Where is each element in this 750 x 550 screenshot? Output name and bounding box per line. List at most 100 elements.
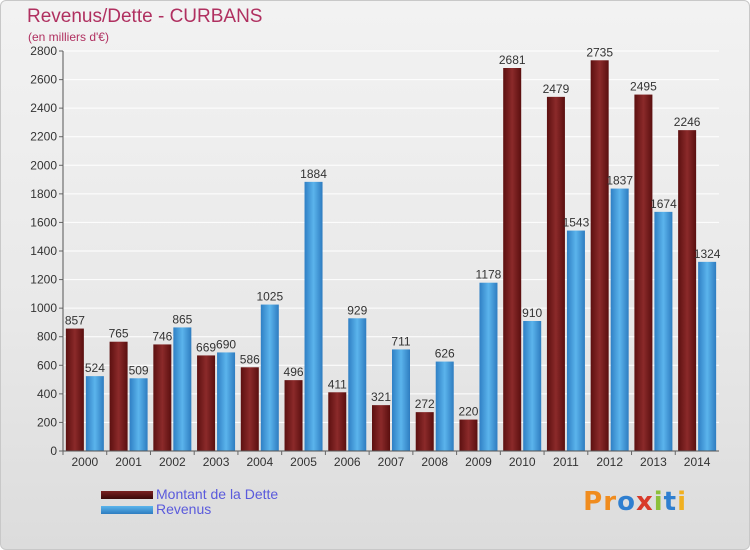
data-label-revenus: 929 — [347, 303, 367, 317]
data-label-revenus: 1884 — [300, 167, 327, 181]
bar-revenus — [523, 321, 542, 451]
y-tick-label: 800 — [37, 330, 57, 344]
y-tick-label: 2800 — [30, 44, 57, 58]
chart-subtitle: (en milliers d'€) — [28, 30, 109, 44]
bar-dette — [65, 328, 84, 451]
chart-title: Revenus/Dette - CURBANS — [27, 6, 263, 27]
legend-item-revenus: Revenus — [101, 502, 278, 517]
y-tick-label: 1600 — [30, 215, 57, 229]
data-label-revenus: 626 — [435, 347, 455, 361]
bar-dette — [634, 94, 653, 452]
x-tick-label: 2001 — [115, 455, 142, 469]
y-tick-label: 600 — [37, 358, 57, 372]
data-label-dette: 2735 — [586, 45, 613, 59]
proxiti-logo: Proxiti — [583, 487, 687, 517]
x-tick-label: 2011 — [553, 455, 579, 469]
y-tick-label: 1400 — [30, 244, 57, 258]
bar-dette — [372, 405, 390, 451]
logo-letter: x — [635, 487, 654, 517]
legend-swatch-revenus — [101, 505, 153, 514]
bar-revenus — [392, 349, 410, 451]
logo-letter: i — [677, 487, 687, 517]
y-tick-label: 1200 — [30, 273, 57, 287]
data-label-dette: 321 — [371, 390, 391, 404]
bar-dette — [503, 68, 522, 451]
legend-swatch-dette — [101, 490, 153, 499]
data-label-dette: 586 — [240, 352, 260, 366]
data-label-dette: 2495 — [630, 80, 657, 94]
bar-dette — [153, 344, 172, 451]
x-tick-label: 2004 — [246, 455, 273, 469]
y-tick-label: 1800 — [30, 187, 57, 201]
y-tick-label: 400 — [37, 387, 57, 401]
x-tick-label: 2007 — [378, 455, 405, 469]
bar-dette — [590, 60, 609, 452]
logo-letter: o — [617, 487, 636, 517]
bar-revenus — [435, 361, 454, 451]
data-label-revenus: 1025 — [256, 290, 283, 304]
data-label-revenus: 690 — [216, 337, 236, 351]
legend-item-dette: Montant de la Dette — [101, 487, 278, 502]
data-label-revenus: 1543 — [563, 216, 590, 230]
data-label-dette: 496 — [284, 365, 304, 379]
logo-letter: i — [653, 487, 664, 517]
x-tick-label: 2005 — [290, 455, 317, 469]
x-tick-label: 2000 — [72, 455, 99, 469]
bar-dette — [109, 341, 128, 451]
bar-revenus — [610, 188, 629, 452]
bar-dette — [546, 96, 565, 451]
bar-revenus — [260, 304, 279, 451]
bar-revenus — [304, 181, 323, 451]
bar-revenus — [698, 261, 717, 451]
bar-revenus — [479, 282, 498, 451]
data-label-dette: 2479 — [543, 82, 570, 96]
y-tick-label: 2000 — [30, 158, 57, 172]
legend-label-revenus: Revenus — [156, 501, 212, 517]
bar-revenus — [173, 327, 192, 451]
data-label-dette: 272 — [415, 397, 435, 411]
data-label-revenus: 1674 — [650, 197, 677, 211]
bar-revenus — [654, 211, 673, 451]
y-tick-label: 1000 — [30, 301, 57, 315]
bar-dette — [240, 367, 259, 451]
data-label-revenus: 910 — [522, 306, 542, 320]
data-label-revenus: 509 — [129, 363, 149, 377]
data-label-revenus: 711 — [391, 334, 410, 348]
x-tick-label: 2014 — [684, 455, 711, 469]
bar-dette — [678, 130, 697, 451]
data-label-revenus: 1178 — [476, 268, 502, 282]
x-tick-label: 2006 — [334, 455, 361, 469]
y-tick-label: 2200 — [30, 130, 57, 144]
x-tick-label: 2009 — [465, 455, 492, 469]
y-tick-label: 2600 — [30, 73, 57, 87]
bar-dette — [415, 412, 434, 451]
bar-revenus — [129, 378, 148, 451]
bar-revenus — [217, 352, 236, 451]
bar-dette — [328, 392, 347, 451]
bar-revenus — [566, 230, 585, 451]
data-label-revenus: 524 — [85, 361, 105, 375]
data-label-dette: 857 — [65, 314, 85, 328]
bar-dette — [197, 355, 216, 451]
x-tick-label: 2012 — [596, 455, 623, 469]
data-label-dette: 2246 — [674, 115, 701, 129]
data-label-dette: 220 — [458, 405, 478, 419]
data-label-dette: 2681 — [499, 53, 526, 67]
bar-dette — [459, 419, 478, 451]
y-tick-label: 200 — [37, 415, 57, 429]
data-label-dette: 765 — [109, 327, 129, 341]
x-tick-label: 2013 — [640, 455, 667, 469]
bar-revenus — [85, 376, 104, 451]
chart-legend: Montant de la Dette Revenus — [101, 487, 278, 517]
logo-letter: r — [603, 487, 618, 517]
y-tick-label: 0 — [50, 444, 57, 458]
logo-letter: t — [663, 487, 678, 517]
logo-letter: P — [583, 487, 604, 517]
x-tick-label: 2008 — [421, 455, 448, 469]
y-tick-label: 2400 — [30, 101, 57, 115]
data-label-dette: 746 — [152, 329, 172, 343]
legend-label-dette: Montant de la Dette — [156, 486, 279, 502]
bar-dette — [284, 380, 303, 451]
